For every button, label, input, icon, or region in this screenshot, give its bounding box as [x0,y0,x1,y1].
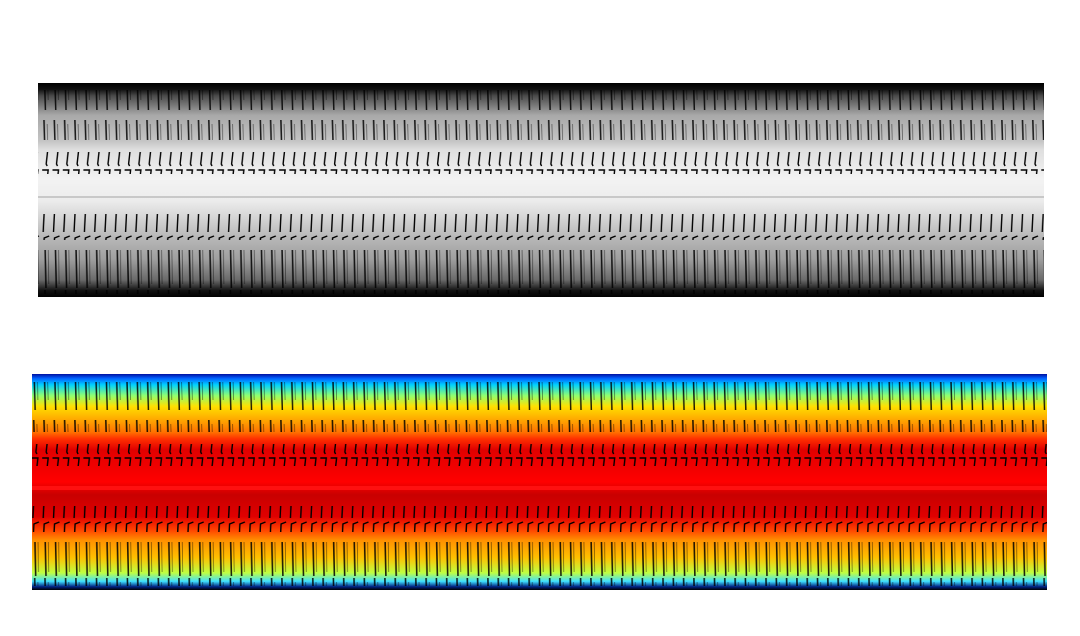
grayscale-scan [38,83,1044,297]
lower-tread-slits [32,542,1047,586]
upper-tread-slits [32,382,1047,432]
upper-tread-slits [38,90,1044,140]
lower-sipes [38,214,1044,240]
lower-sipes [32,506,1047,532]
upper-sipes [32,444,1047,466]
lower-tread-slits [38,250,1044,294]
center-line [32,486,1047,490]
upper-sipes [38,152,1044,174]
heatmap-scan [32,374,1047,590]
center-line [38,196,1044,198]
